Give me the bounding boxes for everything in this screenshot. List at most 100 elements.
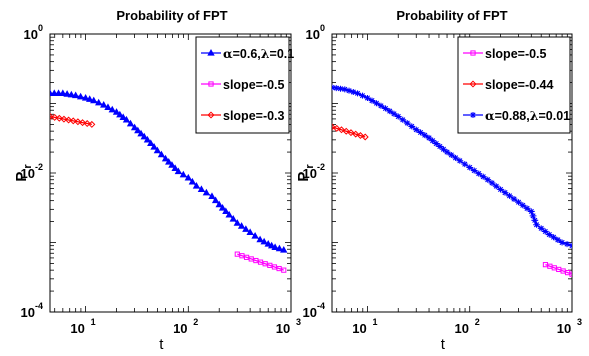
data-point bbox=[281, 267, 287, 273]
data-point bbox=[417, 129, 424, 136]
data-point bbox=[352, 130, 360, 138]
data-point bbox=[71, 91, 80, 99]
axis-ticks bbox=[50, 33, 292, 313]
data-point bbox=[168, 161, 176, 168]
data-point bbox=[470, 167, 478, 174]
data-point bbox=[130, 123, 139, 131]
data-point bbox=[119, 113, 127, 120]
data-point bbox=[341, 86, 349, 93]
data-point bbox=[408, 123, 416, 130]
series-2 bbox=[234, 251, 287, 273]
data-point bbox=[54, 89, 63, 96]
data-point bbox=[222, 207, 230, 215]
legend-marker bbox=[207, 48, 215, 56]
data-point bbox=[510, 196, 518, 203]
chart-title: Probability of FPT bbox=[116, 8, 227, 23]
data-point bbox=[342, 127, 350, 135]
data-point bbox=[60, 115, 68, 123]
series-line bbox=[545, 264, 572, 275]
data-point bbox=[134, 126, 142, 134]
legend-label: slope=-0.3 bbox=[223, 109, 285, 123]
y-axis-label: Pr bbox=[295, 164, 316, 182]
x-tick-exponent: 1 bbox=[91, 317, 96, 327]
data-point bbox=[394, 113, 402, 120]
x-tick-exponent: 3 bbox=[577, 317, 582, 327]
data-point bbox=[558, 239, 566, 246]
data-point bbox=[50, 112, 54, 121]
data-point bbox=[218, 204, 227, 211]
data-point bbox=[456, 157, 464, 164]
x-tick-label: 10 bbox=[352, 321, 366, 336]
data-point bbox=[421, 132, 429, 139]
y-tick-exponent: -4 bbox=[35, 301, 43, 311]
data-point bbox=[271, 243, 279, 251]
data-point bbox=[174, 167, 183, 175]
data-point bbox=[69, 117, 77, 125]
data-point bbox=[484, 176, 492, 183]
data-point bbox=[147, 139, 155, 147]
data-point bbox=[533, 221, 540, 228]
data-point bbox=[74, 118, 82, 126]
data-point bbox=[95, 98, 103, 106]
data-point bbox=[569, 271, 572, 277]
series-1 bbox=[542, 262, 572, 277]
data-point bbox=[215, 200, 223, 208]
legend-label: slope=-0.5 bbox=[485, 47, 547, 61]
legend-marker bbox=[470, 50, 476, 56]
series-3 bbox=[332, 84, 572, 249]
data-point bbox=[529, 212, 537, 219]
data-point bbox=[50, 89, 58, 96]
y-tick-label: 10 bbox=[303, 166, 317, 181]
data-point bbox=[90, 96, 98, 104]
data-point bbox=[443, 149, 451, 156]
data-point bbox=[171, 164, 179, 171]
data-point bbox=[143, 135, 152, 143]
y-axis-label: Pr bbox=[13, 164, 34, 182]
data-point bbox=[386, 108, 394, 115]
data-point bbox=[347, 129, 355, 137]
legend-marker bbox=[469, 80, 477, 88]
data-point bbox=[122, 115, 131, 123]
legend-label: slope=-0.5 bbox=[223, 78, 285, 92]
data-point bbox=[275, 244, 284, 252]
data-point bbox=[527, 208, 535, 215]
data-point bbox=[492, 183, 500, 190]
y-tick-exponent: 0 bbox=[38, 23, 43, 33]
data-point bbox=[373, 100, 380, 107]
data-point bbox=[233, 219, 241, 226]
x-axis-label: t bbox=[441, 336, 446, 353]
data-point bbox=[179, 170, 188, 178]
data-point bbox=[237, 222, 246, 229]
x-tick-label: 10 bbox=[276, 321, 290, 336]
data-point bbox=[368, 97, 376, 104]
data-point bbox=[359, 92, 366, 99]
data-point bbox=[332, 85, 340, 92]
data-point bbox=[242, 225, 250, 232]
data-point bbox=[412, 126, 420, 133]
data-point bbox=[349, 89, 357, 96]
series-3 bbox=[50, 112, 96, 128]
data-point bbox=[345, 87, 353, 94]
data-point bbox=[267, 241, 276, 249]
data-point bbox=[519, 202, 527, 209]
x-tick-exponent: 3 bbox=[296, 317, 301, 327]
data-point bbox=[100, 101, 108, 108]
data-point bbox=[251, 231, 259, 239]
data-point bbox=[563, 241, 571, 248]
series-2 bbox=[332, 123, 369, 141]
data-point bbox=[541, 228, 549, 235]
y-tick-exponent: 0 bbox=[320, 23, 325, 33]
data-point bbox=[466, 164, 474, 171]
x-tick-exponent: 2 bbox=[193, 317, 198, 327]
legend-label: α=0.6,λ=0.1 bbox=[223, 46, 294, 61]
data-point bbox=[475, 170, 483, 177]
data-point bbox=[112, 108, 121, 115]
x-tick-exponent: 1 bbox=[372, 317, 377, 327]
data-point bbox=[161, 154, 170, 162]
y-tick-exponent: -4 bbox=[317, 301, 325, 311]
data-point bbox=[202, 188, 211, 196]
data-point bbox=[260, 237, 268, 245]
